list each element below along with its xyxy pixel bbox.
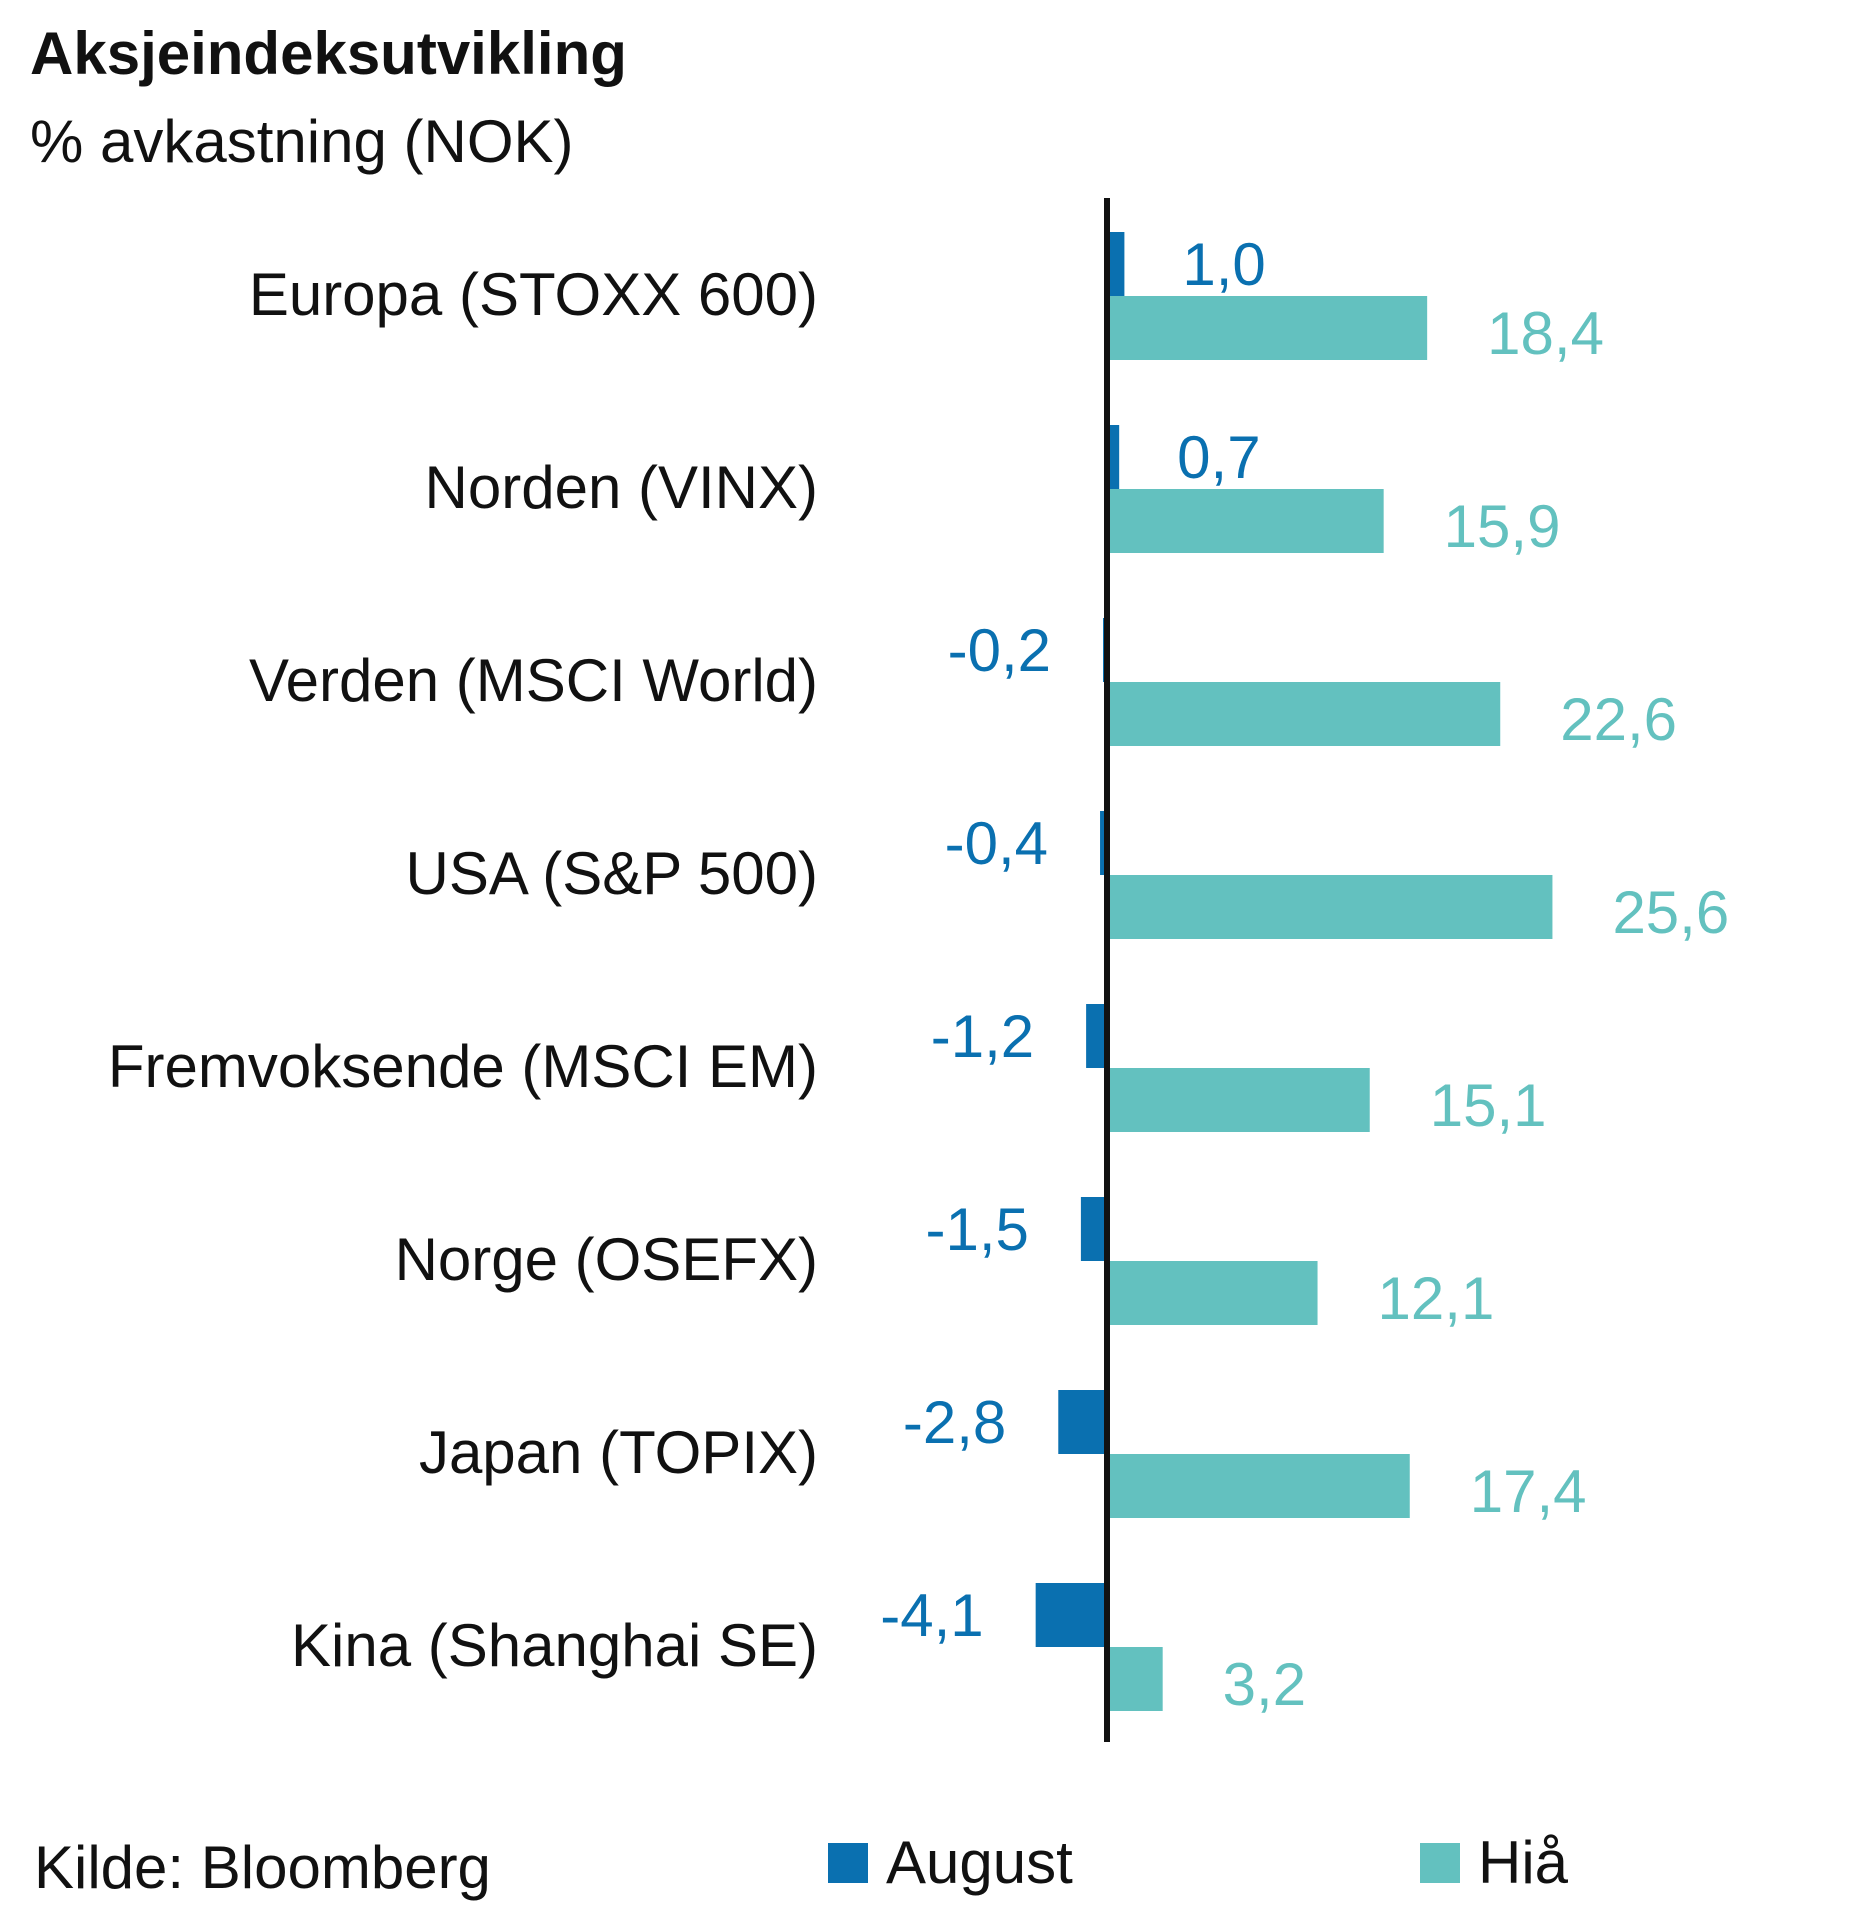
category-label: USA (S&P 500) — [406, 840, 818, 907]
data-label-hia: 12,1 — [1378, 1265, 1495, 1332]
data-label-hia: 18,4 — [1487, 300, 1604, 367]
data-label-hia: 3,2 — [1223, 1651, 1306, 1718]
bar-hia — [1107, 1261, 1318, 1325]
category-label: Japan (TOPIX) — [419, 1419, 818, 1486]
category-label: Fremvoksende (MSCI EM) — [108, 1033, 818, 1100]
data-label-august: 0,7 — [1177, 424, 1260, 491]
data-label-august: -2,8 — [903, 1389, 1006, 1456]
data-label-august: -1,5 — [926, 1196, 1029, 1263]
legend-swatch-hia — [1420, 1843, 1460, 1883]
legend-label-august: August — [886, 1829, 1073, 1896]
bar-hia — [1107, 875, 1553, 939]
data-label-hia: 22,6 — [1560, 686, 1677, 753]
bar-hia — [1107, 1068, 1370, 1132]
bar-august — [1058, 1390, 1107, 1454]
category-label: Verden (MSCI World) — [249, 647, 818, 714]
bar-chart: Europa (STOXX 600) 1,0 18,4 Norden (VINX) 0,… — [108, 198, 1729, 1742]
bar-august — [1100, 811, 1107, 875]
chart-title: Aksjeindeksutvikling — [30, 20, 627, 87]
bar-hia — [1107, 489, 1384, 553]
bar-hia — [1107, 682, 1501, 746]
category-label: Norge (OSEFX) — [395, 1226, 818, 1293]
data-label-hia: 17,4 — [1470, 1458, 1587, 1525]
bar-august — [1107, 232, 1125, 296]
bar-hia — [1107, 1647, 1163, 1711]
data-label-august: -1,2 — [931, 1003, 1034, 1070]
data-label-august: -4,1 — [880, 1582, 983, 1649]
bar-august — [1035, 1583, 1107, 1647]
data-label-hia: 25,6 — [1612, 879, 1729, 946]
legend-item-hia: Hiå — [1420, 1828, 1568, 1898]
bar-august — [1086, 1004, 1107, 1068]
bar-august — [1080, 1197, 1107, 1261]
category-label: Norden (VINX) — [425, 454, 818, 521]
bar-hia — [1107, 296, 1428, 360]
legend-swatch-august — [828, 1843, 868, 1883]
legend-label-hia: Hiå — [1478, 1829, 1569, 1896]
chart-subtitle: % avkastning (NOK) — [30, 108, 574, 175]
bar-hia — [1107, 1454, 1410, 1518]
category-label: Kina (Shanghai SE) — [291, 1612, 818, 1679]
data-label-august: 1,0 — [1182, 231, 1265, 298]
legend-item-august: August — [828, 1828, 1073, 1898]
category-label: Europa (STOXX 600) — [249, 261, 818, 328]
data-label-august: -0,4 — [945, 810, 1048, 877]
data-label-hia: 15,9 — [1444, 493, 1561, 560]
bar-august — [1107, 425, 1120, 489]
source-note: Kilde: Bloomberg — [34, 1834, 491, 1901]
data-label-hia: 15,1 — [1430, 1072, 1547, 1139]
data-label-august: -0,2 — [948, 617, 1051, 684]
